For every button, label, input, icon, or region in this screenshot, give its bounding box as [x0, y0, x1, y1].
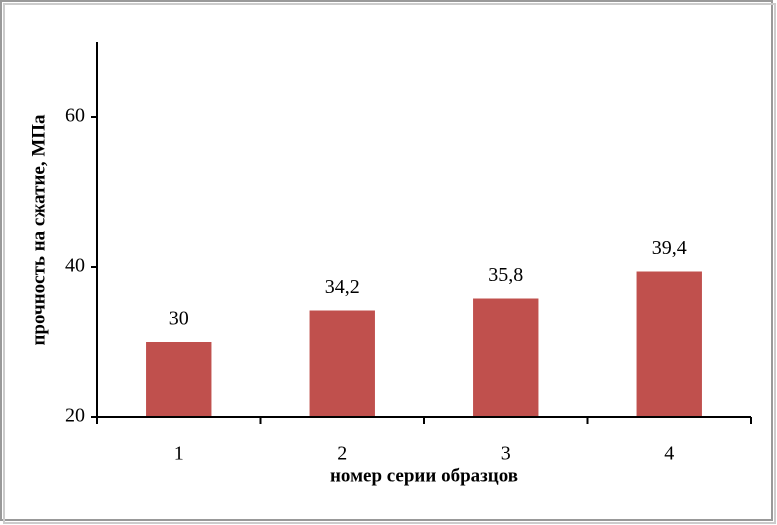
- x-tick-label: 4: [664, 443, 674, 465]
- bar: [636, 271, 702, 417]
- x-tick-label: 3: [501, 443, 511, 465]
- x-tick-label: 1: [174, 443, 184, 465]
- y-tick-label: 40: [65, 255, 85, 277]
- y-axis-title: прочность на сжатие, МПа: [28, 114, 49, 346]
- bar: [146, 342, 212, 417]
- bar: [309, 310, 375, 417]
- bar: [473, 298, 539, 417]
- value-label: 35,8: [488, 264, 523, 286]
- x-tick-label: 2: [337, 443, 347, 465]
- y-tick-label: 20: [65, 405, 85, 427]
- x-axis-title: номер серии образцов: [330, 465, 518, 486]
- y-tick-label: 60: [65, 105, 85, 127]
- value-label: 30: [169, 308, 189, 330]
- frame-shadow: [3, 3, 776, 524]
- value-label: 39,4: [652, 237, 687, 259]
- value-label: 34,2: [325, 276, 360, 298]
